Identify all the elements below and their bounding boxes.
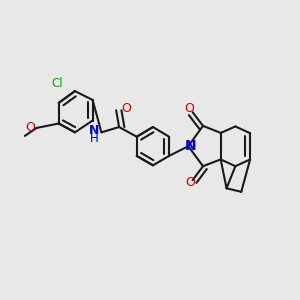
Text: O: O: [184, 102, 194, 115]
Text: N: N: [185, 139, 197, 153]
Text: Cl: Cl: [51, 76, 63, 90]
Text: N: N: [89, 124, 99, 137]
Text: O: O: [26, 121, 35, 134]
Text: O: O: [185, 176, 195, 189]
Text: O: O: [121, 102, 131, 115]
Text: H: H: [90, 132, 99, 145]
